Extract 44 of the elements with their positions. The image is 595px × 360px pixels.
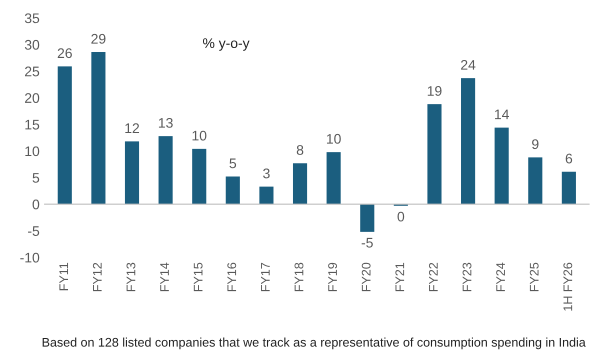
x-tick-label: FY17: [261, 262, 270, 292]
x-tick-label: 1H FY26: [563, 262, 572, 311]
x-tick-label: FY22: [428, 262, 438, 292]
data-label: 19: [428, 86, 442, 96]
x-tick-label: FY21: [395, 262, 404, 292]
data-label: 9: [532, 139, 538, 150]
y-tick-label: -5: [28, 226, 40, 236]
data-label: 26: [58, 48, 72, 58]
x-tick-label: FY11: [59, 262, 68, 290]
y-tick-label: 20: [25, 93, 40, 103]
data-label: 13: [158, 118, 173, 128]
x-tick-label: FY16: [227, 262, 236, 292]
data-label: 10: [192, 130, 206, 141]
y-tick-label: 35: [24, 13, 40, 24]
x-tick-label: FY12: [92, 262, 102, 292]
x-tick-label: FY24: [496, 262, 505, 292]
data-label: 12: [125, 123, 140, 133]
data-label: 29: [91, 34, 106, 44]
data-label: 6: [566, 154, 572, 164]
x-tick-label: FY15: [194, 262, 203, 292]
data-label: 24: [461, 60, 476, 70]
y-tick-label: 15: [25, 120, 40, 130]
y-tick-label: 5: [32, 173, 40, 183]
x-tick-label: FY23: [462, 262, 472, 292]
x-tick-label: FY19: [328, 262, 337, 292]
data-label: 0: [398, 212, 404, 222]
text: Based on 128 listed companies that we track as a representative of consumption spending in India: [42, 338, 586, 350]
data-label: 5: [230, 158, 236, 168]
y-tick-label: 10: [25, 146, 40, 156]
data-label: -5: [362, 238, 373, 248]
x-tick-label: FY18: [294, 262, 304, 292]
y-tick-label: 0: [32, 200, 40, 210]
x-tick-label: FY25: [530, 262, 539, 292]
data-label: 10: [326, 134, 341, 144]
x-tick-label: FY20: [362, 262, 371, 292]
y-tick-label: -10: [20, 252, 40, 263]
x-tick-label: FY13: [126, 262, 136, 292]
data-label: 8: [296, 145, 304, 155]
x-tick-label: FY14: [160, 262, 169, 292]
data-label: 3: [263, 168, 270, 178]
y-tick-label: 30: [24, 40, 40, 50]
annotation: % y-o-y: [203, 38, 250, 51]
y-tick-label: 25: [25, 66, 40, 76]
data-label: 14: [495, 110, 509, 120]
